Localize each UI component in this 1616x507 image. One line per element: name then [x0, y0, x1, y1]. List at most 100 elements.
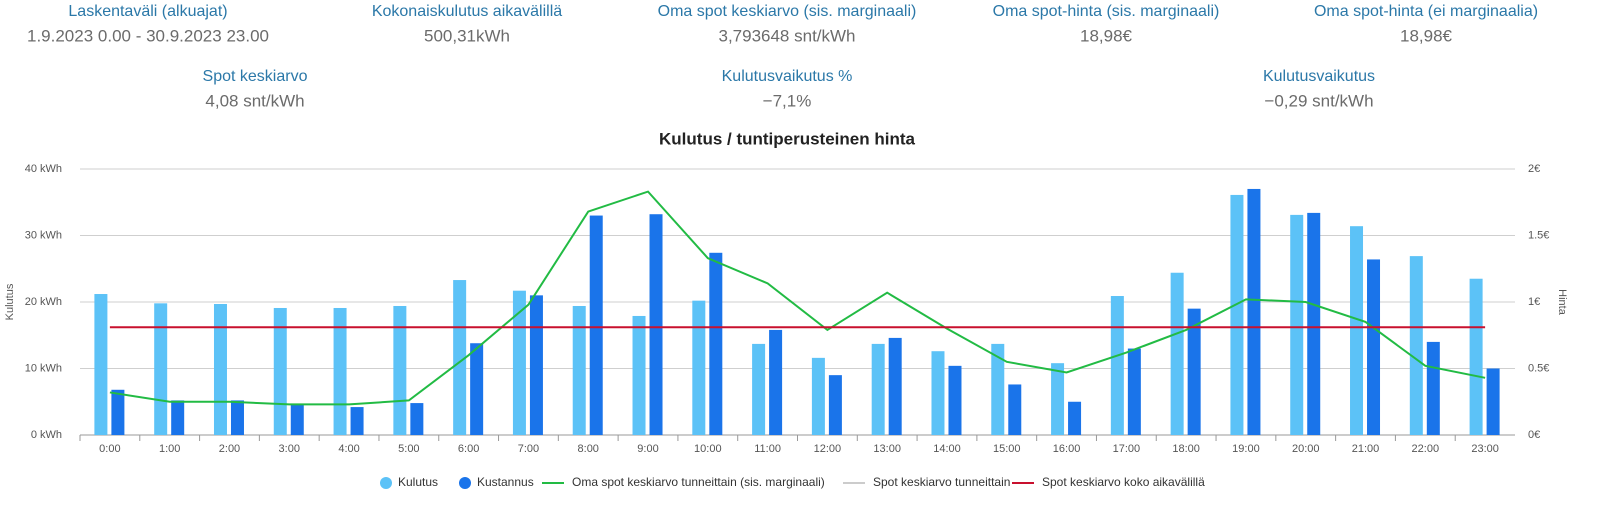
stat-label: Oma spot-hinta (ei marginaalia)	[1314, 3, 1538, 20]
bar	[230, 400, 244, 435]
bar	[1068, 401, 1082, 435]
bar	[931, 351, 945, 435]
x-tick-label: 2:00	[219, 443, 240, 455]
y2-axis-label: Hinta	[1556, 289, 1568, 316]
bar	[1426, 341, 1440, 435]
y2-tick-label: 0€	[1528, 429, 1540, 441]
x-tick-label: 20:00	[1292, 443, 1320, 455]
stat-label: Kulutusvaikutus	[1263, 68, 1375, 85]
y-axis-label: Kulutus	[4, 283, 16, 320]
y2-tick-label: 2€	[1528, 163, 1540, 175]
bar	[290, 404, 304, 435]
bar	[828, 375, 842, 435]
bar	[811, 357, 825, 435]
stat-value: −0,29 snt/kWh	[1264, 91, 1373, 110]
bar	[1170, 272, 1184, 435]
y-tick-label: 30 kWh	[25, 229, 62, 241]
stat-label: Spot keskiarvo	[203, 68, 308, 85]
x-tick-label: 22:00	[1412, 443, 1440, 455]
bar	[1290, 214, 1304, 435]
y2-tick-label: 1.5€	[1528, 229, 1549, 241]
bar	[991, 343, 1005, 435]
bar	[769, 329, 783, 435]
bar	[649, 214, 663, 435]
legend-label[interactable]: Kulutus	[398, 475, 438, 489]
legend-marker[interactable]	[459, 477, 471, 489]
stat-value: 18,98€	[1080, 26, 1133, 45]
stat-label: Oma spot keskiarvo (sis. marginaali)	[658, 3, 917, 20]
x-tick-label: 17:00	[1113, 443, 1141, 455]
bar	[1469, 278, 1483, 435]
bar	[333, 307, 347, 435]
bar	[632, 315, 646, 435]
bar	[453, 280, 467, 435]
x-tick-label: 12:00	[814, 443, 842, 455]
x-tick-label: 13:00	[873, 443, 901, 455]
bar	[111, 389, 125, 435]
bar	[154, 303, 168, 435]
line	[109, 190, 1486, 406]
legend-label[interactable]: Spot keskiarvo tunneittain	[873, 475, 1010, 489]
x-tick-label: 10:00	[694, 443, 722, 455]
bar	[589, 215, 603, 435]
y2-tick-label: 1€	[1528, 296, 1540, 308]
bar	[1367, 259, 1381, 435]
bar	[410, 403, 424, 435]
legend-label[interactable]: Oma spot keskiarvo tunneittain (sis. mar…	[572, 475, 825, 489]
bar	[350, 407, 364, 435]
legend-label[interactable]: Spot keskiarvo koko aikavälillä	[1042, 475, 1205, 489]
x-tick-label: 5:00	[398, 443, 419, 455]
x-tick-label: 0:00	[99, 443, 120, 455]
stat-value: 500,31kWh	[424, 26, 510, 45]
stat-label: Kulutusvaikutus %	[722, 68, 853, 85]
bar	[1008, 384, 1022, 435]
bar	[1307, 212, 1321, 435]
stat-label: Oma spot-hinta (sis. marginaali)	[993, 3, 1220, 20]
y-tick-label: 10 kWh	[25, 362, 62, 374]
x-tick-label: 7:00	[518, 443, 539, 455]
bar	[1230, 194, 1244, 435]
stat-label: Kokonaiskulutus aikavälillä	[372, 3, 562, 20]
stat-value: −7,1%	[763, 91, 812, 110]
bar	[888, 337, 902, 435]
legend-label[interactable]: Kustannus	[477, 475, 534, 489]
bar	[171, 400, 185, 435]
bar	[1127, 348, 1141, 435]
x-tick-label: 23:00	[1471, 443, 1499, 455]
x-tick-label: 3:00	[279, 443, 300, 455]
stat-value: 1.9.2023 0.00 - 30.9.2023 23.00	[27, 26, 269, 45]
x-tick-label: 8:00	[578, 443, 599, 455]
bar	[692, 300, 706, 435]
stat-label: Laskentaväli (alkuajat)	[68, 3, 227, 20]
bar	[1051, 363, 1065, 435]
bar	[1486, 368, 1500, 435]
bar	[572, 305, 586, 435]
bar	[1187, 308, 1201, 435]
y-tick-label: 40 kWh	[25, 163, 62, 175]
x-tick-label: 4:00	[338, 443, 359, 455]
x-tick-label: 16:00	[1053, 443, 1081, 455]
x-tick-label: 21:00	[1352, 443, 1380, 455]
stat-value: 18,98€	[1400, 26, 1453, 45]
x-tick-label: 15:00	[993, 443, 1021, 455]
y2-tick-label: 0.5€	[1528, 362, 1549, 374]
y-tick-label: 20 kWh	[25, 296, 62, 308]
x-tick-label: 19:00	[1232, 443, 1260, 455]
x-tick-label: 1:00	[159, 443, 180, 455]
bar	[1110, 296, 1124, 435]
stat-value: 3,793648 snt/kWh	[718, 26, 855, 45]
bar	[213, 303, 227, 435]
x-tick-label: 9:00	[637, 443, 658, 455]
chart-title: Kulutus / tuntiperusteinen hinta	[659, 129, 915, 148]
bar	[709, 252, 723, 435]
bar	[94, 294, 108, 435]
legend-marker[interactable]	[380, 477, 392, 489]
bar	[529, 295, 543, 435]
bar	[1247, 188, 1261, 435]
x-tick-label: 14:00	[933, 443, 961, 455]
bar	[752, 343, 766, 435]
stat-value: 4,08 snt/kWh	[205, 91, 304, 110]
bar	[1409, 256, 1423, 435]
